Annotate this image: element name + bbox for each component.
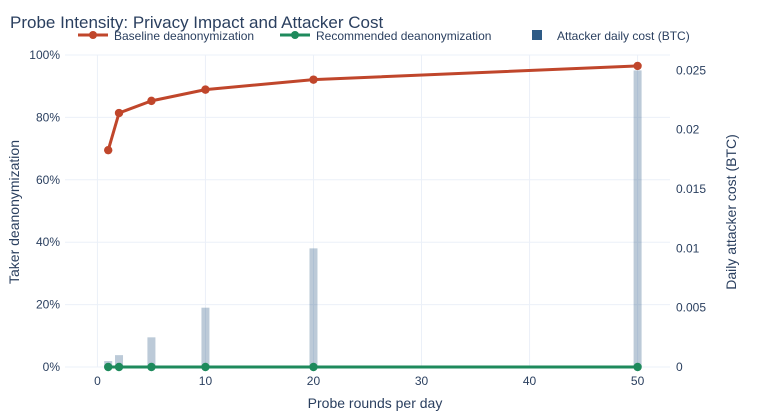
point-baseline[interactable] — [147, 96, 156, 106]
legend: Baseline deanonymization Recommended dea… — [78, 29, 690, 43]
point-baseline[interactable] — [114, 108, 124, 118]
grid — [65, 54, 670, 368]
legend-label-attacker-cost: Attacker daily cost (BTC) — [557, 29, 690, 43]
x-tick-label: 0 — [94, 374, 101, 388]
point-recommended[interactable] — [633, 362, 642, 372]
lines — [104, 61, 642, 372]
point-baseline[interactable] — [201, 85, 210, 94]
legend-item-recommended[interactable]: Recommended deanonymization — [280, 29, 491, 43]
x-tick-label: 50 — [631, 374, 645, 388]
bar-attacker-cost[interactable] — [309, 248, 318, 367]
x-tick-label: 20 — [307, 374, 321, 388]
point-baseline[interactable] — [104, 145, 113, 155]
x-axis-ticks: 0 10 20 30 40 50 — [94, 374, 645, 388]
y-tick-label: 20% — [36, 298, 60, 312]
y-axis-title: Taker deanonymization — [6, 140, 22, 284]
y2-tick-label: 0.015 — [676, 182, 706, 196]
x-tick-label: 30 — [415, 374, 429, 388]
chart-title: Probe Intensity: Privacy Impact and Atta… — [10, 13, 383, 32]
y-tick-label: 100% — [29, 48, 60, 62]
y2-tick-label: 0.025 — [676, 63, 706, 77]
bar-attacker-cost[interactable] — [633, 70, 642, 367]
bar-attacker-cost[interactable] — [147, 337, 156, 367]
point-recommended[interactable] — [201, 362, 210, 372]
bars — [104, 70, 642, 367]
bar-attacker-cost[interactable] — [201, 307, 210, 367]
point-baseline[interactable] — [633, 61, 642, 71]
y2-tick-label: 0 — [676, 360, 683, 374]
y-tick-label: 80% — [36, 110, 60, 124]
y2-tick-label: 0.01 — [676, 241, 700, 255]
point-recommended[interactable] — [309, 362, 318, 372]
y-tick-label: 0% — [43, 360, 61, 374]
point-recommended[interactable] — [104, 362, 113, 372]
point-recommended[interactable] — [147, 362, 156, 372]
y-axis-ticks: 0% 20% 40% 60% 80% 100% — [29, 48, 60, 374]
y-tick-label: 60% — [36, 173, 60, 187]
legend-item-attacker-cost[interactable]: Attacker daily cost (BTC) — [532, 29, 690, 43]
x-tick-label: 40 — [523, 374, 537, 388]
y2-tick-label: 0.005 — [676, 301, 706, 315]
x-axis-title: Probe rounds per day — [308, 395, 443, 411]
y2-axis-ticks: 0 0.005 0.01 0.015 0.02 0.025 — [676, 63, 706, 374]
legend-label-baseline: Baseline deanonymization — [114, 29, 254, 43]
bar-attacker-cost[interactable] — [115, 355, 124, 367]
y-tick-label: 40% — [36, 235, 60, 249]
legend-label-recommended: Recommended deanonymization — [316, 29, 491, 43]
line-baseline — [106, 64, 638, 151]
y2-tick-label: 0.02 — [676, 123, 700, 137]
point-recommended[interactable] — [114, 362, 124, 372]
legend-item-baseline[interactable]: Baseline deanonymization — [78, 29, 254, 43]
point-baseline[interactable] — [309, 75, 318, 84]
x-tick-label: 10 — [199, 374, 213, 388]
y2-axis-title: Daily attacker cost (BTC) — [723, 134, 739, 290]
